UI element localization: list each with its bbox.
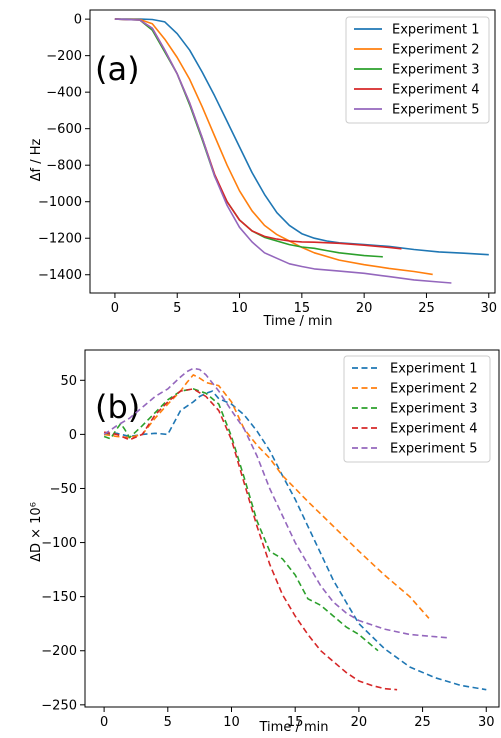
panel-b-ytick-label: −200 — [41, 644, 77, 659]
panel-a-ylabel: Δf / Hz — [29, 138, 44, 181]
panel-a-xlabel: Time / min — [263, 314, 333, 329]
panel-a-ytick-label: −800 — [46, 159, 82, 174]
panel-b-legend-label: Experiment 2 — [390, 382, 478, 397]
panel-b-ytick-label: −100 — [41, 536, 77, 551]
panel-b-xlabel: Time / min — [259, 720, 329, 735]
panel-a-xtick-label: 10 — [231, 301, 248, 316]
panel-b-ytick-label: −150 — [41, 590, 77, 605]
panel-a-series-line-1 — [114, 18, 489, 256]
panel-a-legend-label: Experiment 1 — [392, 23, 480, 38]
panel-b-label: (b) — [95, 388, 140, 426]
panel-b-series-line-4 — [103, 388, 398, 691]
panel-a-ytick-label: −200 — [46, 49, 82, 64]
panel-a-ytick-label: −600 — [46, 122, 82, 137]
panel-b-xtick-label: 5 — [164, 715, 172, 730]
panel-a-ytick-label: 0 — [74, 13, 82, 28]
panel-a-xtick-label: 5 — [173, 301, 181, 316]
panel-b-lines — [103, 367, 487, 691]
panel-a-legend-box — [345, 16, 490, 124]
panel-a-legend-label: Experiment 2 — [392, 43, 480, 58]
panel-a-xtick-label: 15 — [294, 301, 311, 316]
panel-a-series-line-5 — [114, 18, 452, 284]
panel-b-xtick-label: 20 — [351, 715, 368, 730]
panel-b-xtick-label: 0 — [100, 715, 108, 730]
panel-a-xtick-label: 0 — [111, 301, 119, 316]
panel-b-ytick-label: −50 — [50, 482, 77, 497]
panel-a-ytick-label: −1400 — [38, 268, 82, 283]
panel-b-ytick-label: 0 — [69, 428, 77, 443]
panel-a-series-line-3 — [114, 18, 383, 258]
panel-b-ylabel: ΔD × 10⁶ — [29, 502, 44, 562]
panel-a-ticks: 0 5 10 15 20 25 30 0 −200 −400 −600 −800 −1000 −1200 −… — [38, 9, 497, 316]
panel-b-xtick-label: 25 — [414, 715, 431, 730]
panel-b-plot-frame — [84, 349, 500, 708]
panel-b-series-line-1 — [104, 390, 487, 691]
panel-a-legend-label: Experiment 4 — [392, 83, 480, 98]
panel-b-series-line-3 — [103, 388, 379, 652]
panel-a-xtick-label: 25 — [418, 301, 435, 316]
panel-b-legend: Experiment 1 Experiment 2 Experiment 3 Expe… — [343, 355, 491, 463]
panel-b-ticks: 0 5 10 15 20 25 30 50 0 −50 −100 −150 −200 −250 — [41, 349, 500, 730]
panel-b-xtick-label: 30 — [478, 715, 495, 730]
panel-a-legend: Experiment 1 Experiment 2 Experiment 3 Expe… — [345, 16, 490, 124]
panel-b-xtick-label: 15 — [287, 715, 304, 730]
panel-b-legend-box — [343, 355, 491, 463]
panel-a-xtick-label: 30 — [480, 301, 497, 316]
panel-a-legend-label: Experiment 3 — [392, 63, 480, 78]
panel-a-chart: Δf / Hz Time / min (a) 0 5 10 15 20 25 30 0 −200… — [29, 9, 497, 329]
panel-b-xtick-label: 10 — [223, 715, 240, 730]
panel-b-legend-label: Experiment 4 — [390, 422, 478, 437]
panel-b-ytick-label: −250 — [41, 698, 77, 713]
panel-a-ytick-label: −400 — [46, 86, 82, 101]
panel-a-series-line-2 — [114, 18, 433, 276]
panel-b-legend-label: Experiment 1 — [390, 362, 478, 377]
panel-a-ytick-label: −1200 — [38, 232, 82, 247]
panel-b-series-line-2 — [103, 374, 430, 619]
panel-a-xtick-label: 20 — [356, 301, 373, 316]
panel-a-ytick-label: −1000 — [38, 195, 82, 210]
panel-b-chart: ΔD × 10⁶ Time / min (b) 0 5 10 15 20 25 30 50 0 −… — [29, 349, 500, 735]
panel-b-series-line-5 — [103, 367, 449, 639]
panel-b-ytick-label: 50 — [60, 374, 77, 389]
panel-a-lines — [114, 18, 489, 284]
panel-b-legend-label: Experiment 5 — [390, 442, 478, 457]
panel-a-plot-frame — [89, 9, 496, 294]
panel-b-legend-label: Experiment 3 — [390, 402, 478, 417]
panel-a-legend-label: Experiment 5 — [392, 103, 480, 118]
panel-a-label: (a) — [95, 50, 140, 88]
